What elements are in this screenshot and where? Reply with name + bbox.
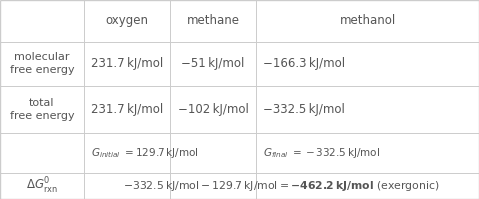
Text: total
free energy: total free energy xyxy=(10,98,74,121)
Text: −166.3 kJ/mol: −166.3 kJ/mol xyxy=(263,57,345,70)
Text: methane: methane xyxy=(187,14,240,27)
Text: −51 kJ/mol: −51 kJ/mol xyxy=(182,57,245,70)
Text: $G_{\mathit{initial}}$ $= 129.7\,\mathrm{kJ/mol}$: $G_{\mathit{initial}}$ $= 129.7\,\mathrm… xyxy=(91,146,199,160)
Text: 231.7 kJ/mol: 231.7 kJ/mol xyxy=(91,103,163,116)
Text: −332.5 kJ/mol: −332.5 kJ/mol xyxy=(263,103,345,116)
Text: methanol: methanol xyxy=(340,14,396,27)
Text: 231.7 kJ/mol: 231.7 kJ/mol xyxy=(91,57,163,70)
Text: $\Delta G^0_{\rm rxn}$: $\Delta G^0_{\rm rxn}$ xyxy=(26,176,58,196)
Text: molecular
free energy: molecular free energy xyxy=(10,52,74,75)
Text: $G_{\mathit{final}}$ $= -332.5\,\mathrm{kJ/mol}$: $G_{\mathit{final}}$ $= -332.5\,\mathrm{… xyxy=(263,146,381,160)
Text: −102 kJ/mol: −102 kJ/mol xyxy=(178,103,249,116)
Text: oxygen: oxygen xyxy=(105,14,148,27)
Text: $-332.5\,\mathrm{kJ/mol} - 129.7\,\mathrm{kJ/mol} = \mathbf{-462.2\,kJ/mol}$ (ex: $-332.5\,\mathrm{kJ/mol} - 129.7\,\mathr… xyxy=(123,179,440,193)
